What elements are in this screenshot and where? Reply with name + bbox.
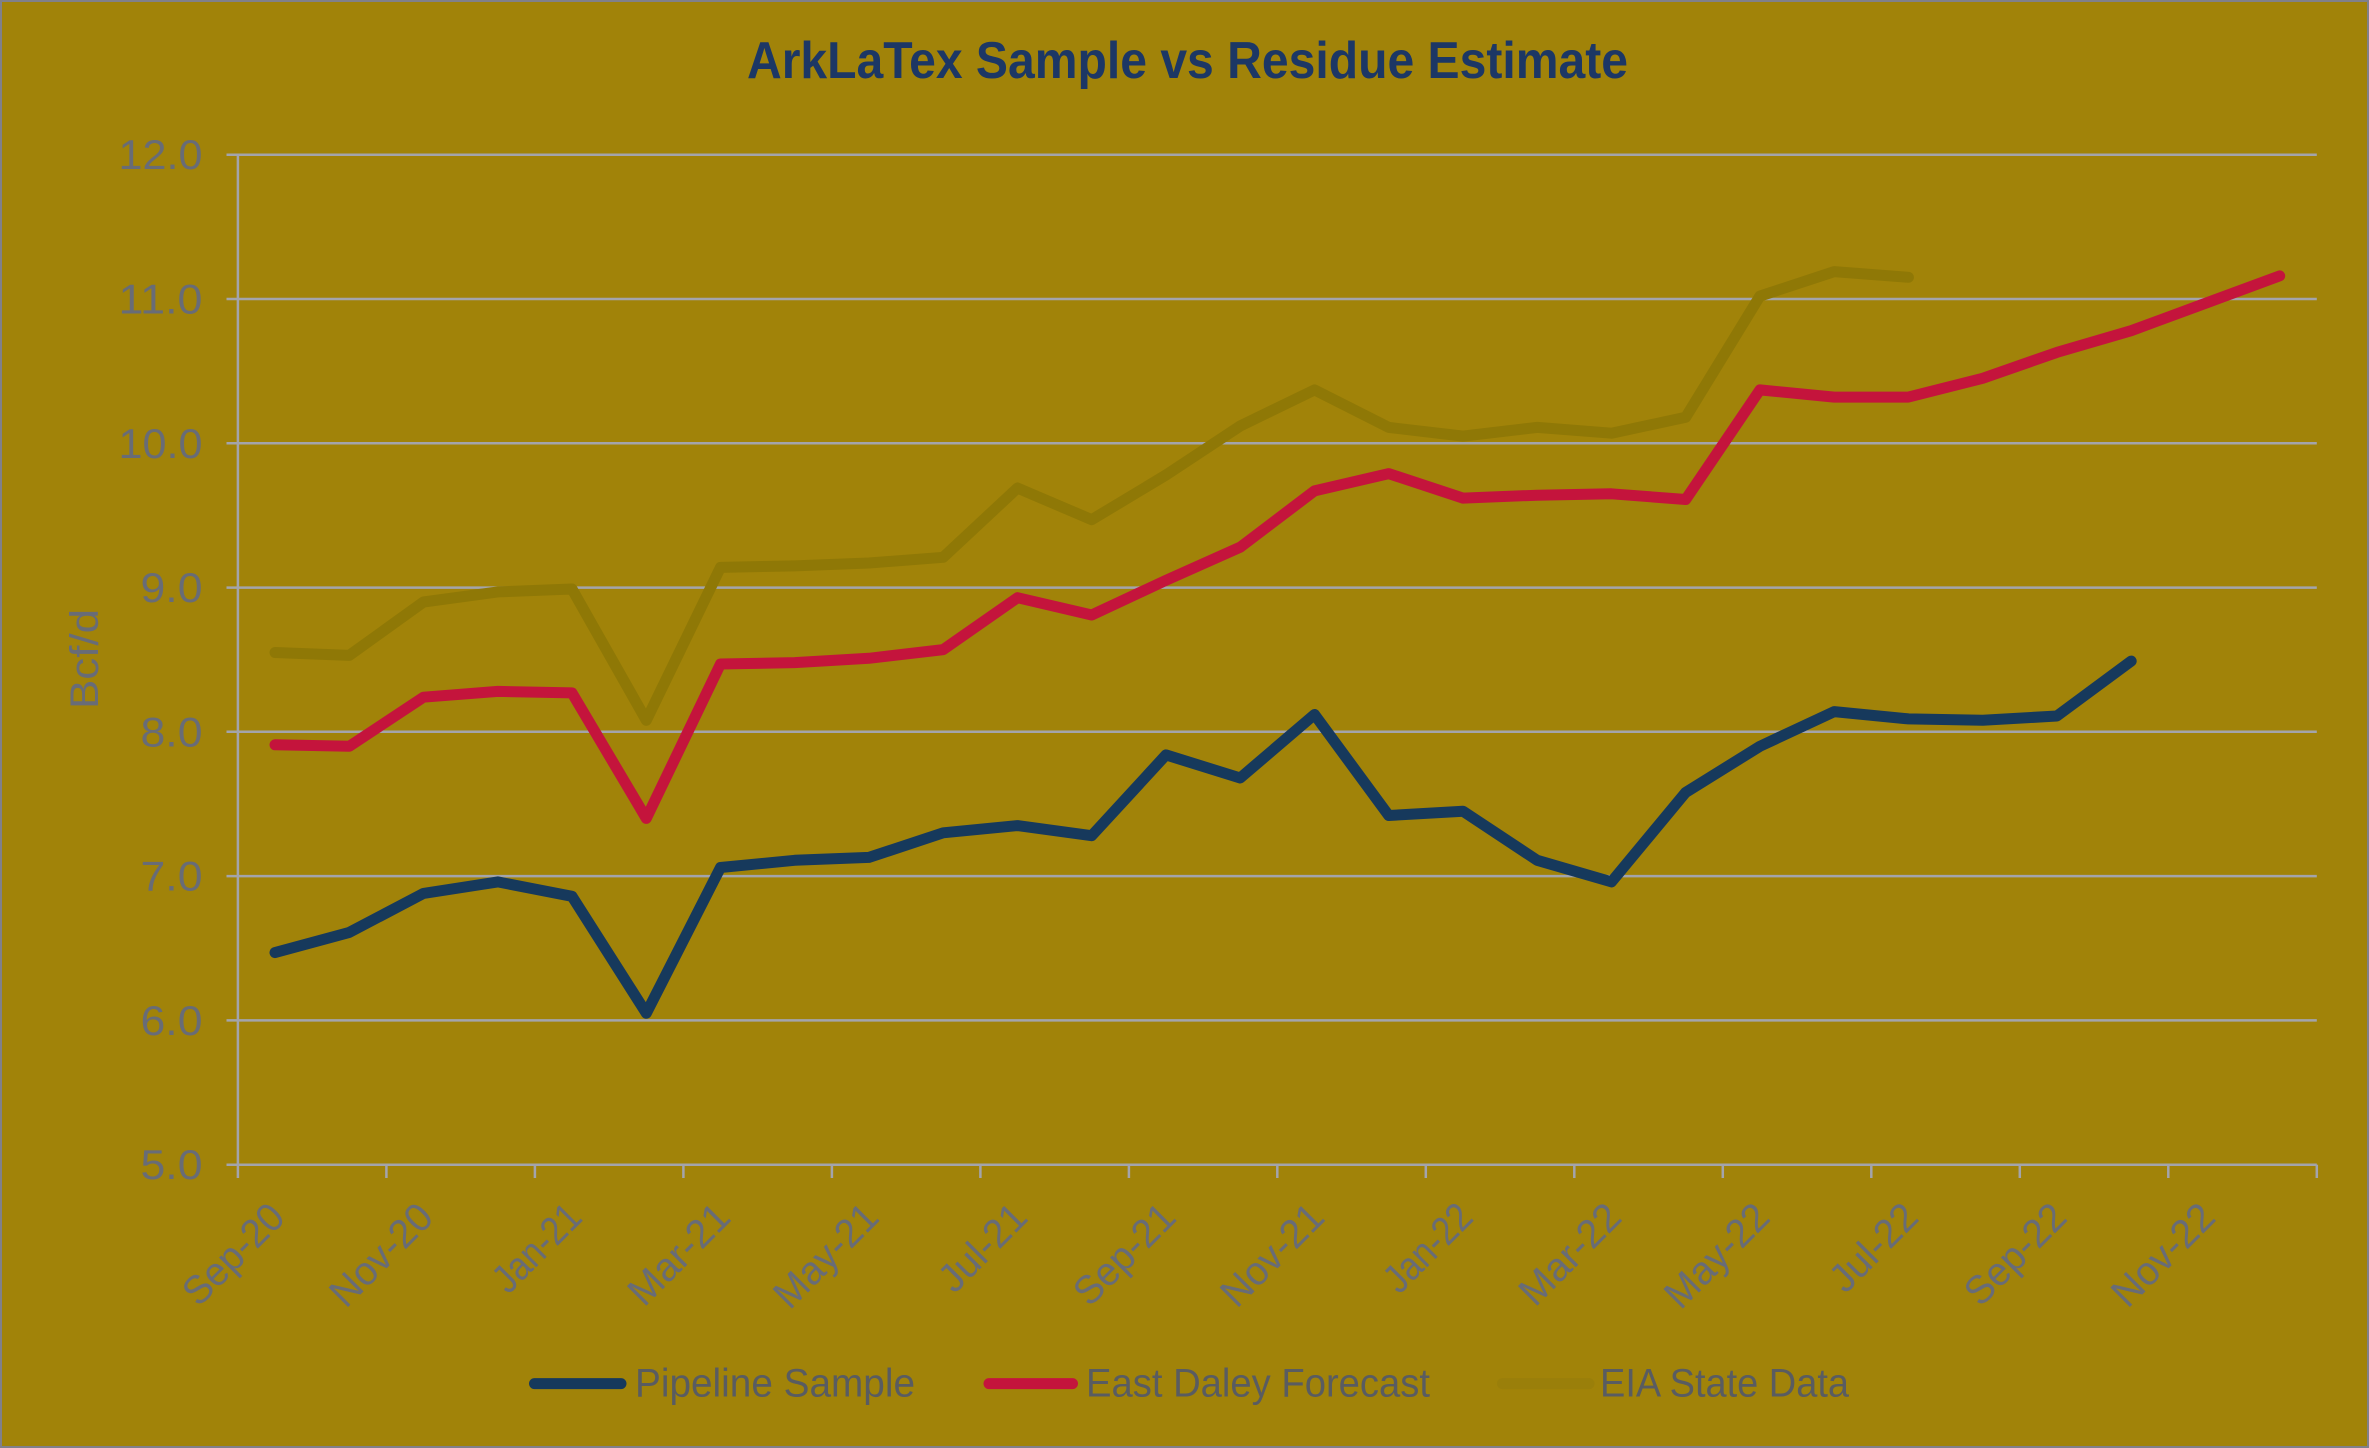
svg-text:11.0: 11.0 bbox=[119, 276, 203, 323]
svg-text:Bcf/d: Bcf/d bbox=[63, 609, 107, 709]
svg-text:8.0: 8.0 bbox=[141, 708, 203, 755]
svg-text:10.0: 10.0 bbox=[119, 420, 203, 467]
svg-text:12.0: 12.0 bbox=[119, 131, 203, 178]
svg-text:EIA State Data: EIA State Data bbox=[1600, 1362, 1850, 1406]
svg-text:7.0: 7.0 bbox=[141, 853, 203, 900]
svg-text:9.0: 9.0 bbox=[141, 564, 203, 611]
svg-text:6.0: 6.0 bbox=[141, 997, 203, 1044]
svg-text:5.0: 5.0 bbox=[141, 1141, 203, 1188]
svg-text:Pipeline Sample: Pipeline Sample bbox=[635, 1362, 915, 1406]
svg-text:ArkLaTex Sample vs Residue Est: ArkLaTex Sample vs Residue Estimate bbox=[747, 32, 1628, 90]
svg-text:East Daley Forecast: East Daley Forecast bbox=[1086, 1362, 1430, 1406]
